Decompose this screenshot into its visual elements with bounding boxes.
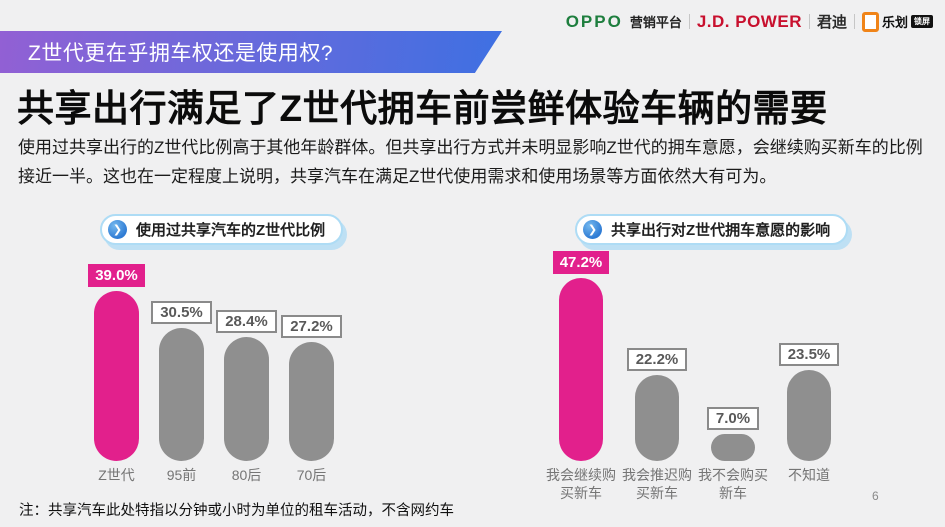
lehua-label: 乐划: [881, 15, 908, 30]
bar-column: 28.4% 80后: [214, 250, 279, 484]
chart-left-header: ❯ 使用过共享汽车的Z世代比例: [100, 214, 344, 245]
oppo-marketing-label: 营销平台: [629, 15, 682, 30]
bar-column: 27.2% 70后: [279, 250, 344, 484]
value-label: 27.2%: [281, 315, 342, 338]
bar-column: 30.5% 95前: [149, 250, 214, 484]
value-label: 7.0%: [706, 407, 760, 430]
value-label: 23.5%: [778, 343, 840, 366]
bar-zone: 22.2%: [626, 250, 688, 461]
divider: [853, 14, 855, 29]
category-label: Z世代: [98, 467, 135, 483]
bar-column: 23.5% 不知道: [771, 250, 847, 502]
bar-zone: 39.0%: [88, 250, 145, 461]
value-label: 30.5%: [151, 301, 212, 324]
bar-zone: 27.2%: [281, 250, 342, 461]
footnote: 注：共享汽车此处特指以分钟或小时为单位的租车活动，不含网约车: [19, 503, 454, 519]
category-label: 我会继续购 买新车: [546, 467, 616, 501]
section-banner: Z世代更在乎拥车权还是使用权?: [0, 31, 502, 73]
chart-left-title: 使用过共享汽车的Z世代比例: [136, 222, 326, 239]
category-label: 不知道: [788, 467, 830, 483]
value-label: 28.4%: [216, 310, 277, 333]
category-label: 80后: [231, 467, 262, 483]
bar-zone: 47.2%: [552, 250, 610, 461]
jdpower-cn-label: 君迪: [816, 14, 847, 31]
bar-zone: 30.5%: [151, 250, 212, 461]
divider: [688, 14, 690, 29]
bar: [93, 291, 139, 461]
bar-column: 39.0% Z世代: [84, 250, 149, 484]
lehua-badge: 锁屏: [911, 15, 933, 28]
oppo-logo: OPPO: [565, 11, 623, 31]
bar: [786, 370, 831, 461]
bar: [223, 337, 269, 461]
chart-right: 47.2% 我会继续购 买新车 22.2% 我会推迟购 买新车 7.0% 我不会购买 新车 23.…: [543, 250, 847, 502]
intro-text: 使用过共享出行的Z世代比例高于其他年龄群体。但共享出行方式并未明显影响Z世代的拥…: [18, 138, 923, 186]
lehua-logo: 乐划 锁屏: [861, 11, 933, 32]
bar-column: 22.2% 我会推迟购 买新车: [619, 250, 695, 502]
category-label: 70后: [296, 467, 327, 483]
chart-right-title: 共享出行对Z世代拥车意愿的影响: [611, 222, 831, 239]
page-number: 6: [872, 489, 879, 503]
category-label: 我会推迟购 买新车: [622, 467, 692, 501]
chevron-circle-icon: ❯: [583, 220, 602, 239]
chevron-circle-icon: ❯: [108, 220, 127, 239]
chart-left: 39.0% Z世代 30.5% 95前 28.4% 80后 27.2% 70后: [84, 250, 344, 484]
header-logos: OPPO 营销平台 J.D. POWER 君迪 乐划 锁屏: [566, 11, 933, 32]
jdpower-logo: J.D. POWER: [696, 11, 802, 31]
category-label: 我不会购买 新车: [698, 467, 768, 501]
page-title: 共享出行满足了Z世代拥车前尝鲜体验车辆的需要: [17, 88, 828, 129]
bar: [710, 434, 755, 461]
bar-zone: 7.0%: [706, 250, 760, 461]
bar-zone: 23.5%: [778, 250, 840, 461]
value-label: 22.2%: [626, 348, 688, 371]
divider: [808, 14, 810, 29]
bar: [288, 342, 334, 461]
bar: [158, 328, 204, 461]
bar-zone: 28.4%: [216, 250, 277, 461]
bar: [634, 375, 679, 461]
bar: [558, 278, 603, 461]
category-label: 95前: [166, 467, 197, 483]
section-banner-text: Z世代更在乎拥车权还是使用权?: [28, 42, 334, 65]
chart-right-header: ❯ 共享出行对Z世代拥车意愿的影响: [575, 214, 849, 245]
bar-column: 7.0% 我不会购买 新车: [695, 250, 771, 502]
lehua-icon: [861, 11, 879, 32]
bar-column: 47.2% 我会继续购 买新车: [543, 250, 619, 502]
value-label: 47.2%: [552, 251, 610, 274]
value-label: 39.0%: [88, 264, 145, 287]
